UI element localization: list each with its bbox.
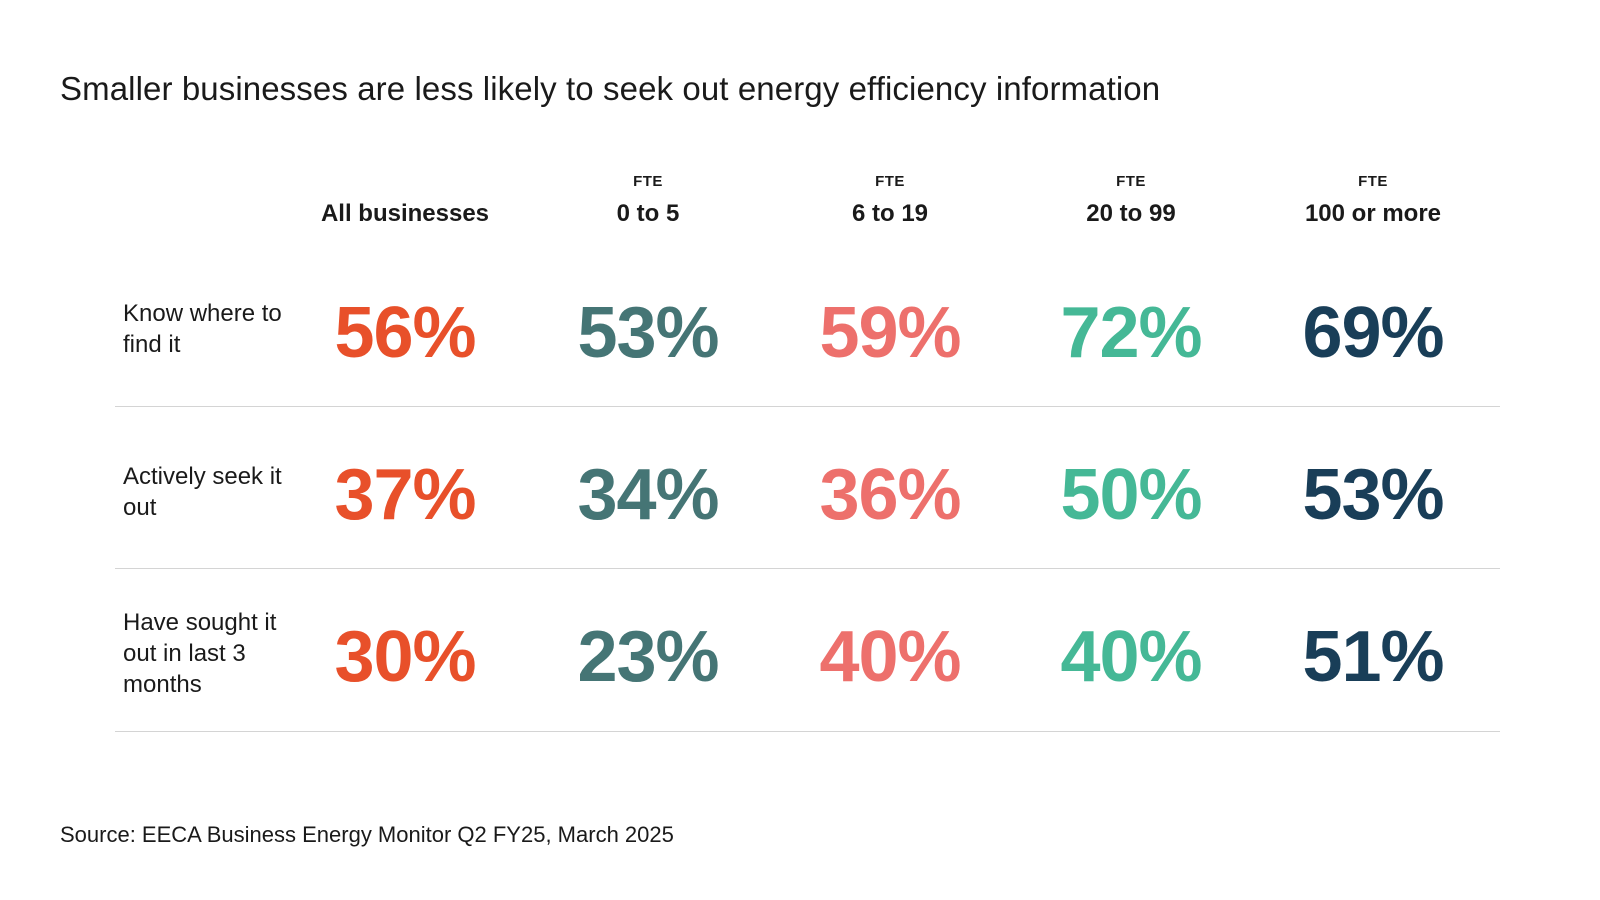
column-header-label: 0 to 5 xyxy=(616,200,680,227)
column-subheader: FTE xyxy=(1116,173,1146,190)
row-label: Actively seek it out xyxy=(123,463,282,521)
chart-title: Smaller businesses are less likely to se… xyxy=(60,70,1161,107)
value-cell: 40% xyxy=(819,617,961,697)
value-cell: 40% xyxy=(1060,617,1202,697)
column-subheader: FTE xyxy=(633,173,663,190)
column-header: FTE 100 or more xyxy=(1253,172,1493,228)
value-cell: 59% xyxy=(819,293,961,373)
column-header: FTE 0 to 5 xyxy=(528,172,768,228)
value-cell: 30% xyxy=(334,617,476,697)
value-cell: 50% xyxy=(1060,455,1202,535)
value-cell: 37% xyxy=(334,455,476,535)
column-header-label: 100 or more xyxy=(1304,200,1442,227)
column-header: All businesses xyxy=(285,172,525,228)
column-header-label: 20 to 99 xyxy=(1086,200,1176,227)
column-subheader xyxy=(285,172,525,192)
source-note: Source: EECA Business Energy Monitor Q2 … xyxy=(60,822,674,847)
value-cell: 34% xyxy=(577,455,719,535)
row-divider xyxy=(115,731,1500,732)
column-subheader: FTE xyxy=(1358,173,1388,190)
row-divider xyxy=(115,568,1500,569)
value-cell: 23% xyxy=(577,617,719,697)
value-cell: 69% xyxy=(1302,293,1444,373)
value-cell: 36% xyxy=(819,455,961,535)
value-cell: 53% xyxy=(577,293,719,373)
column-header: FTE 6 to 19 xyxy=(770,172,1010,228)
value-cell: 51% xyxy=(1302,617,1444,697)
column-subheader: FTE xyxy=(875,173,905,190)
value-cell: 53% xyxy=(1302,455,1444,535)
column-header-label: 6 to 19 xyxy=(851,200,929,227)
row-label: Know where to find it xyxy=(123,300,282,358)
column-header: FTE 20 to 99 xyxy=(1011,172,1251,228)
row-divider xyxy=(115,406,1500,407)
row-label: Have sought it out in last 3 months xyxy=(123,609,277,698)
column-header-label: All businesses xyxy=(320,200,490,227)
value-cell: 56% xyxy=(334,293,476,373)
value-cell: 72% xyxy=(1060,293,1202,373)
